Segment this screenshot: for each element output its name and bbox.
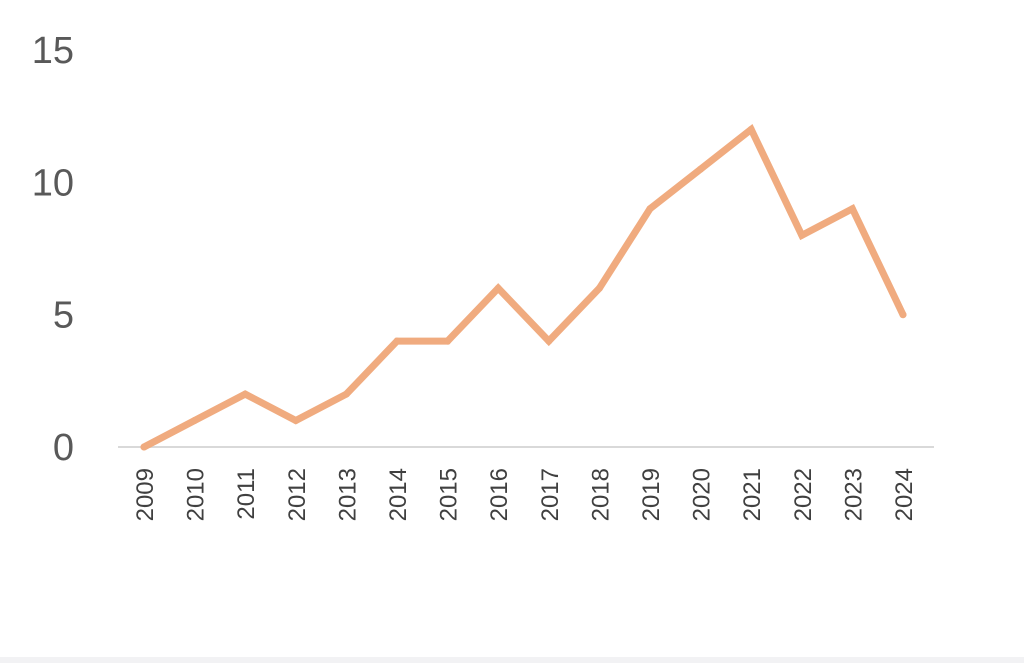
x-tick-label: 2019 <box>638 468 665 521</box>
data-point <box>140 443 148 451</box>
data-point <box>342 390 350 398</box>
x-tick-label: 2023 <box>840 468 867 521</box>
x-tick-label: 2016 <box>486 468 513 521</box>
y-tick-label: 10 <box>32 162 74 204</box>
x-tick-label: 2024 <box>891 468 918 521</box>
x-tick-label: 2018 <box>587 468 614 521</box>
data-point <box>292 417 300 425</box>
data-point <box>747 125 755 133</box>
data-point <box>697 165 705 173</box>
data-point <box>444 337 452 345</box>
data-point <box>899 311 907 319</box>
x-axis-tick-labels: 2009 2010 2011 2012 2013 2014 2015 2016 2017 2018… <box>132 468 918 521</box>
bottom-divider <box>0 657 1024 663</box>
series-group <box>140 123 907 451</box>
y-tick-label: 15 <box>32 30 74 72</box>
x-tick-label: 2012 <box>284 468 311 521</box>
x-tick-label: 2022 <box>790 468 817 521</box>
x-tick-label: 2011 <box>233 468 260 520</box>
data-point <box>393 337 401 345</box>
y-axis-tick-labels: 0 5 10 15 <box>32 30 74 469</box>
data-point <box>595 284 603 292</box>
series-line <box>140 123 907 451</box>
data-point <box>545 337 553 345</box>
x-tick-label: 2010 <box>183 468 210 521</box>
x-tick-label: 2021 <box>739 468 766 521</box>
x-tick-label: 2014 <box>385 468 412 521</box>
data-point <box>646 205 654 213</box>
x-tick-label: 2009 <box>132 468 159 521</box>
x-tick-label: 2017 <box>537 468 564 521</box>
y-tick-label: 5 <box>53 295 74 337</box>
x-tick-label: 2015 <box>436 468 463 521</box>
data-point <box>798 231 806 239</box>
data-point <box>848 205 856 213</box>
data-point <box>191 417 199 425</box>
x-tick-label: 2020 <box>689 468 716 521</box>
x-tick-label: 2013 <box>334 468 361 521</box>
data-point <box>494 284 502 292</box>
data-point <box>241 390 249 398</box>
y-tick-label: 0 <box>53 427 74 469</box>
